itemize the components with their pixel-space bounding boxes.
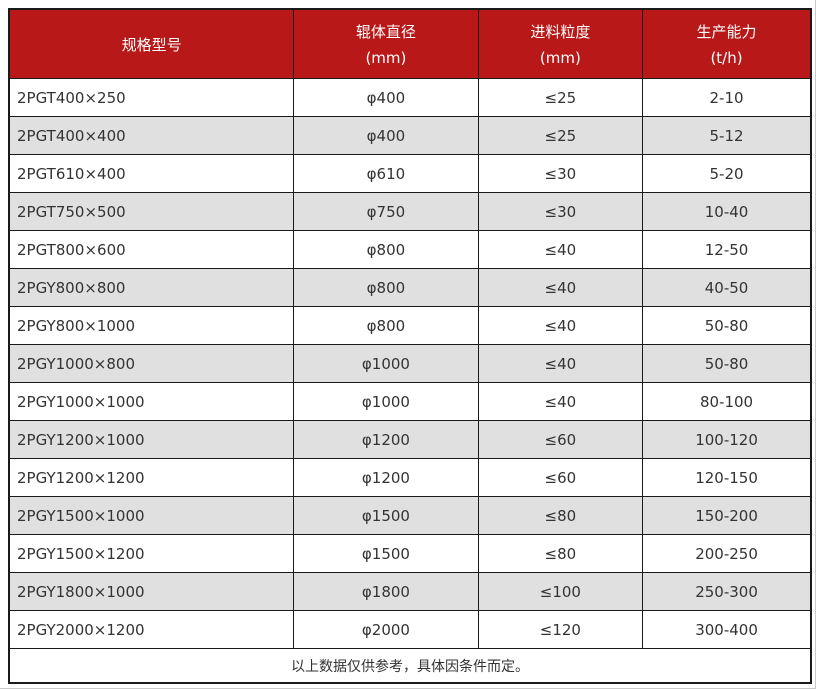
diameter-cell: φ1000: [293, 382, 479, 421]
capacity-cell: 250-300: [642, 572, 812, 611]
capacity-cell: 100-120: [642, 420, 812, 459]
header-label-capacity: 生产能力: [696, 23, 757, 41]
header-unit-feed-size: (mm): [539, 49, 581, 67]
model-cell: 2PGT750×500: [8, 192, 295, 231]
table-row: 2PGT800×600 φ800 ≤40 12-50: [8, 230, 812, 269]
model-cell: 2PGY1500×1200: [8, 534, 295, 573]
diameter-cell: φ750: [293, 192, 479, 231]
table-row: 2PGY1500×1200 φ1500 ≤80 200-250: [8, 534, 812, 573]
feed-size-cell: ≤25: [477, 116, 644, 155]
header-unit-roller-diameter: (mm): [365, 49, 407, 67]
capacity-cell: 120-150: [642, 458, 812, 497]
table-row: 2PGT610×400 φ610 ≤30 5-20: [8, 154, 812, 193]
header-unit-capacity: (t/h): [710, 49, 743, 67]
footer-row: 以上数据仅供参考，具体因条件而定。: [8, 648, 812, 684]
footer-note: 以上数据仅供参考，具体因条件而定。: [8, 648, 812, 684]
feed-size-cell: ≤25: [477, 78, 644, 117]
diameter-cell: φ1200: [293, 458, 479, 497]
model-cell: 2PGY1200×1000: [8, 420, 295, 459]
model-cell: 2PGY1800×1000: [8, 572, 295, 611]
diameter-cell: φ800: [293, 230, 479, 269]
capacity-cell: 300-400: [642, 610, 812, 649]
header-label-model: 规格型号: [121, 35, 182, 54]
header-row: 规格型号 辊体直径 (mm) 进料粒度 (mm) 生产能力 (t/h): [8, 8, 812, 79]
table-header: 规格型号 辊体直径 (mm) 进料粒度 (mm) 生产能力 (t/h): [8, 8, 812, 79]
model-cell: 2PGT400×250: [8, 78, 295, 117]
capacity-cell: 12-50: [642, 230, 812, 269]
capacity-cell: 50-80: [642, 344, 812, 383]
specification-table: 规格型号 辊体直径 (mm) 进料粒度 (mm) 生产能力 (t/h) 2PGT…: [8, 8, 812, 684]
capacity-cell: 200-250: [642, 534, 812, 573]
feed-size-cell: ≤80: [477, 496, 644, 535]
diameter-cell: φ1800: [293, 572, 479, 611]
feed-size-cell: ≤40: [477, 306, 644, 345]
diameter-cell: φ610: [293, 154, 479, 193]
capacity-cell: 5-12: [642, 116, 812, 155]
feed-size-cell: ≤40: [477, 230, 644, 269]
table-row: 2PGT750×500 φ750 ≤30 10-40: [8, 192, 812, 231]
feed-size-cell: ≤80: [477, 534, 644, 573]
header-label-feed-size: 进料粒度: [530, 23, 591, 41]
capacity-cell: 2-10: [642, 78, 812, 117]
diameter-cell: φ800: [293, 306, 479, 345]
header-cell-capacity: 生产能力 (t/h): [642, 8, 812, 79]
feed-size-cell: ≤60: [477, 458, 644, 497]
diameter-cell: φ800: [293, 268, 479, 307]
diameter-cell: φ400: [293, 116, 479, 155]
diameter-cell: φ1000: [293, 344, 479, 383]
capacity-cell: 80-100: [642, 382, 812, 421]
header-cell-roller-diameter: 辊体直径 (mm): [293, 8, 479, 79]
table-row: 2PGY1000×1000 φ1000 ≤40 80-100: [8, 382, 812, 421]
table-row: 2PGY800×800 φ800 ≤40 40-50: [8, 268, 812, 307]
feed-size-cell: ≤40: [477, 382, 644, 421]
table-footer: 以上数据仅供参考，具体因条件而定。: [8, 648, 812, 684]
capacity-cell: 50-80: [642, 306, 812, 345]
table-row: 2PGY1200×1000 φ1200 ≤60 100-120: [8, 420, 812, 459]
model-cell: 2PGT400×400: [8, 116, 295, 155]
diameter-cell: φ1200: [293, 420, 479, 459]
capacity-cell: 150-200: [642, 496, 812, 535]
feed-size-cell: ≤100: [477, 572, 644, 611]
feed-size-cell: ≤30: [477, 154, 644, 193]
table-body: 2PGT400×250 φ400 ≤25 2-10 2PGT400×400 φ400 ≤25…: [8, 78, 812, 649]
model-cell: 2PGY800×800: [8, 268, 295, 307]
feed-size-cell: ≤40: [477, 268, 644, 307]
table-row: 2PGY1500×1000 φ1500 ≤80 150-200: [8, 496, 812, 535]
feed-size-cell: ≤40: [477, 344, 644, 383]
table-row: 2PGT400×250 φ400 ≤25 2-10: [8, 78, 812, 117]
diameter-cell: φ1500: [293, 534, 479, 573]
table-row: 2PGT400×400 φ400 ≤25 5-12: [8, 116, 812, 155]
table-row: 2PGY1200×1200 φ1200 ≤60 120-150: [8, 458, 812, 497]
model-cell: 2PGY1000×1000: [8, 382, 295, 421]
model-cell: 2PGY800×1000: [8, 306, 295, 345]
capacity-cell: 5-20: [642, 154, 812, 193]
feed-size-cell: ≤60: [477, 420, 644, 459]
capacity-cell: 10-40: [642, 192, 812, 231]
header-label-roller-diameter: 辊体直径: [355, 23, 416, 41]
model-cell: 2PGT610×400: [8, 154, 295, 193]
table-row: 2PGY1000×800 φ1000 ≤40 50-80: [8, 344, 812, 383]
capacity-cell: 40-50: [642, 268, 812, 307]
header-cell-feed-size: 进料粒度 (mm): [477, 8, 644, 79]
table-row: 2PGY2000×1200 φ2000 ≤120 300-400: [8, 610, 812, 649]
feed-size-cell: ≤30: [477, 192, 644, 231]
table-row: 2PGY1800×1000 φ1800 ≤100 250-300: [8, 572, 812, 611]
diameter-cell: φ1500: [293, 496, 479, 535]
diameter-cell: φ2000: [293, 610, 479, 649]
model-cell: 2PGT800×600: [8, 230, 295, 269]
feed-size-cell: ≤120: [477, 610, 644, 649]
model-cell: 2PGY1500×1000: [8, 496, 295, 535]
model-cell: 2PGY2000×1200: [8, 610, 295, 649]
diameter-cell: φ400: [293, 78, 479, 117]
header-cell-model: 规格型号: [8, 8, 295, 79]
model-cell: 2PGY1000×800: [8, 344, 295, 383]
model-cell: 2PGY1200×1200: [8, 458, 295, 497]
table-row: 2PGY800×1000 φ800 ≤40 50-80: [8, 306, 812, 345]
